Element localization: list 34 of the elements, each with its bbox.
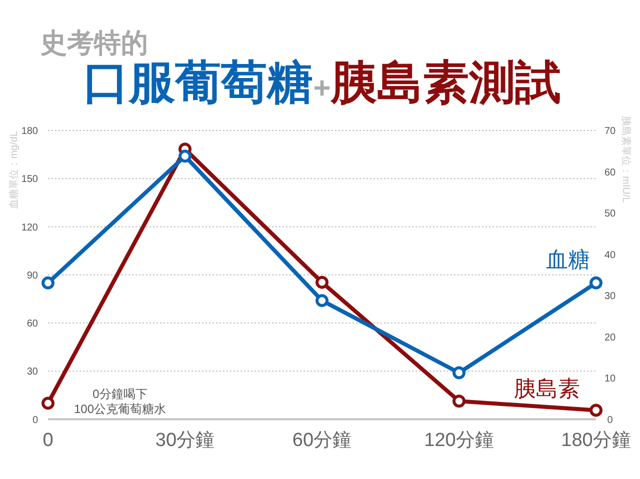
- y-tick-label: 0: [32, 414, 38, 426]
- y-tick-label: 60: [26, 318, 38, 330]
- y-tick-label: 150: [21, 174, 38, 186]
- chart-title: 口服葡萄糖+胰島素測試: [83, 56, 561, 108]
- y2-tick-label: 70: [604, 126, 616, 137]
- y2-tick-label: 50: [604, 208, 616, 220]
- point: [42, 396, 54, 410]
- point: [178, 150, 192, 163]
- point: [316, 276, 328, 289]
- series-label: 血糖: [546, 246, 590, 272]
- x-tick-label: 0: [42, 430, 54, 451]
- x-tick-label: 180分鐘: [561, 430, 631, 451]
- point: [452, 394, 466, 408]
- x-tick-label: 120分鐘: [424, 430, 494, 451]
- y2-tick-label: 0: [607, 414, 614, 426]
- annotation: 0分鐘喝下 100公克葡萄糖水: [74, 387, 166, 416]
- y2-tick-label: 30: [604, 291, 616, 302]
- point: [452, 366, 466, 380]
- y2-tick-label: 20: [604, 332, 616, 344]
- x-tick-label: 30分鐘: [155, 430, 215, 451]
- chart-subtitle: 史考特的: [40, 28, 148, 58]
- y-tick-label: 90: [26, 270, 38, 282]
- point: [316, 294, 328, 308]
- point: [42, 276, 54, 290]
- y-tick-label: 120: [21, 222, 38, 234]
- series-label: 胰島素: [514, 376, 580, 402]
- y-tick-label: 180: [21, 126, 38, 137]
- y-tick-label: 30: [26, 366, 38, 378]
- y2-tick-label: 40: [604, 250, 616, 261]
- x-tick-label: 60分鐘: [292, 430, 352, 451]
- point: [590, 404, 602, 417]
- y2-tick-label: 60: [604, 167, 616, 178]
- point: [590, 276, 602, 290]
- y2-tick-label: 10: [604, 374, 616, 385]
